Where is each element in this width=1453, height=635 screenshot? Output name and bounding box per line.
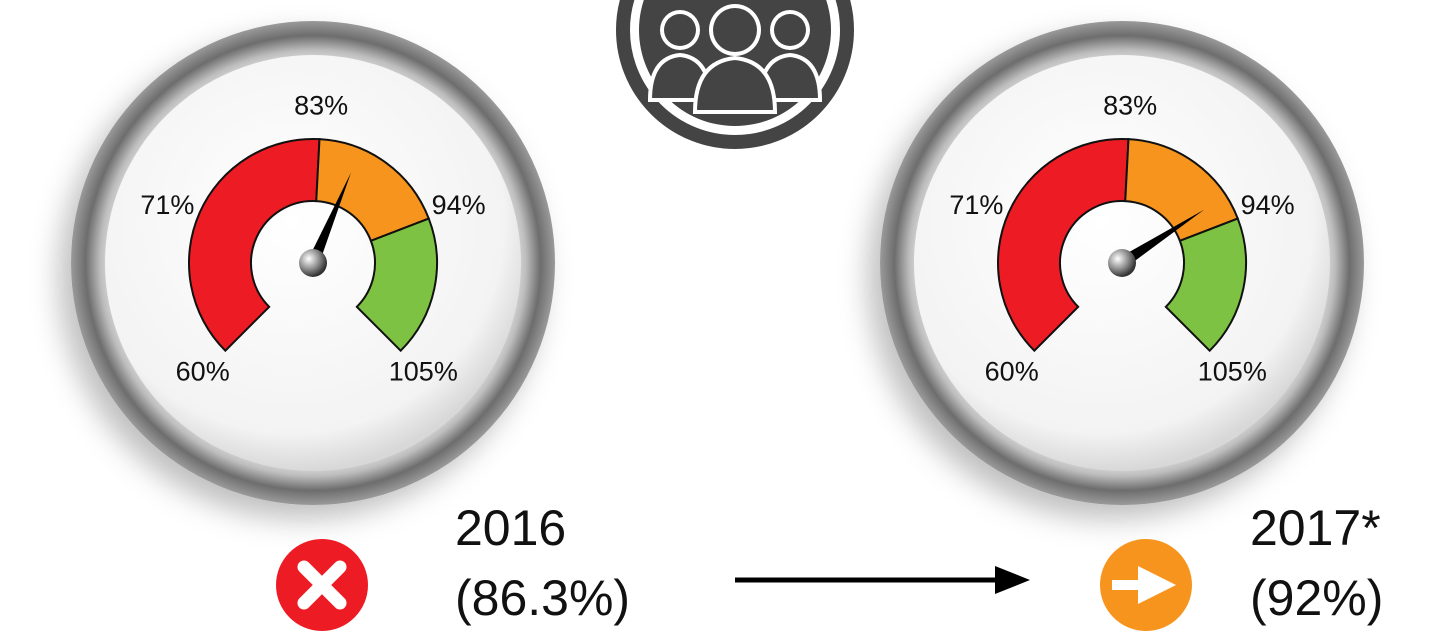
year-label: 2016 (455, 500, 566, 556)
gauge-tick-label: 94% (1241, 190, 1295, 220)
gauges: 60% 71% 83% 94% 105% 2016 (86.3%) 60% 71% 83% 94% 1… (71, 21, 1383, 626)
value-label: (86.3%) (455, 570, 630, 626)
gauge-band (997, 138, 1130, 353)
people-icon (616, 0, 854, 149)
gauge-needle (1118, 209, 1205, 269)
gauge-tick-label: 71% (140, 190, 194, 220)
gauge-band (355, 217, 438, 353)
progress-arrow (735, 566, 1030, 594)
gauge-tick-label: 60% (985, 356, 1039, 386)
fail-icon (276, 539, 368, 631)
gauge-band (1124, 138, 1240, 243)
gauge-tick-label: 83% (1103, 90, 1157, 120)
value-label: (92%) (1250, 570, 1383, 626)
gauge: 60% 71% 83% 94% 105% (880, 21, 1364, 505)
gauge-needle (307, 172, 351, 266)
gauge: 60% 71% 83% 94% 105% (71, 21, 555, 505)
gauge-tick-label: 71% (949, 190, 1003, 220)
gauge-hub (299, 249, 327, 277)
gauge-band (188, 138, 321, 353)
gauge-hub (1108, 249, 1136, 277)
year-label: 2017* (1250, 500, 1381, 556)
gauge-band (1164, 217, 1247, 353)
pending-icon (1100, 539, 1192, 631)
gauge-tick-label: 60% (176, 356, 230, 386)
gauge-tick-label: 105% (1198, 356, 1267, 386)
gauge-tick-label: 105% (389, 356, 458, 386)
gauge-tick-label: 94% (432, 190, 486, 220)
gauge-tick-label: 83% (294, 90, 348, 120)
